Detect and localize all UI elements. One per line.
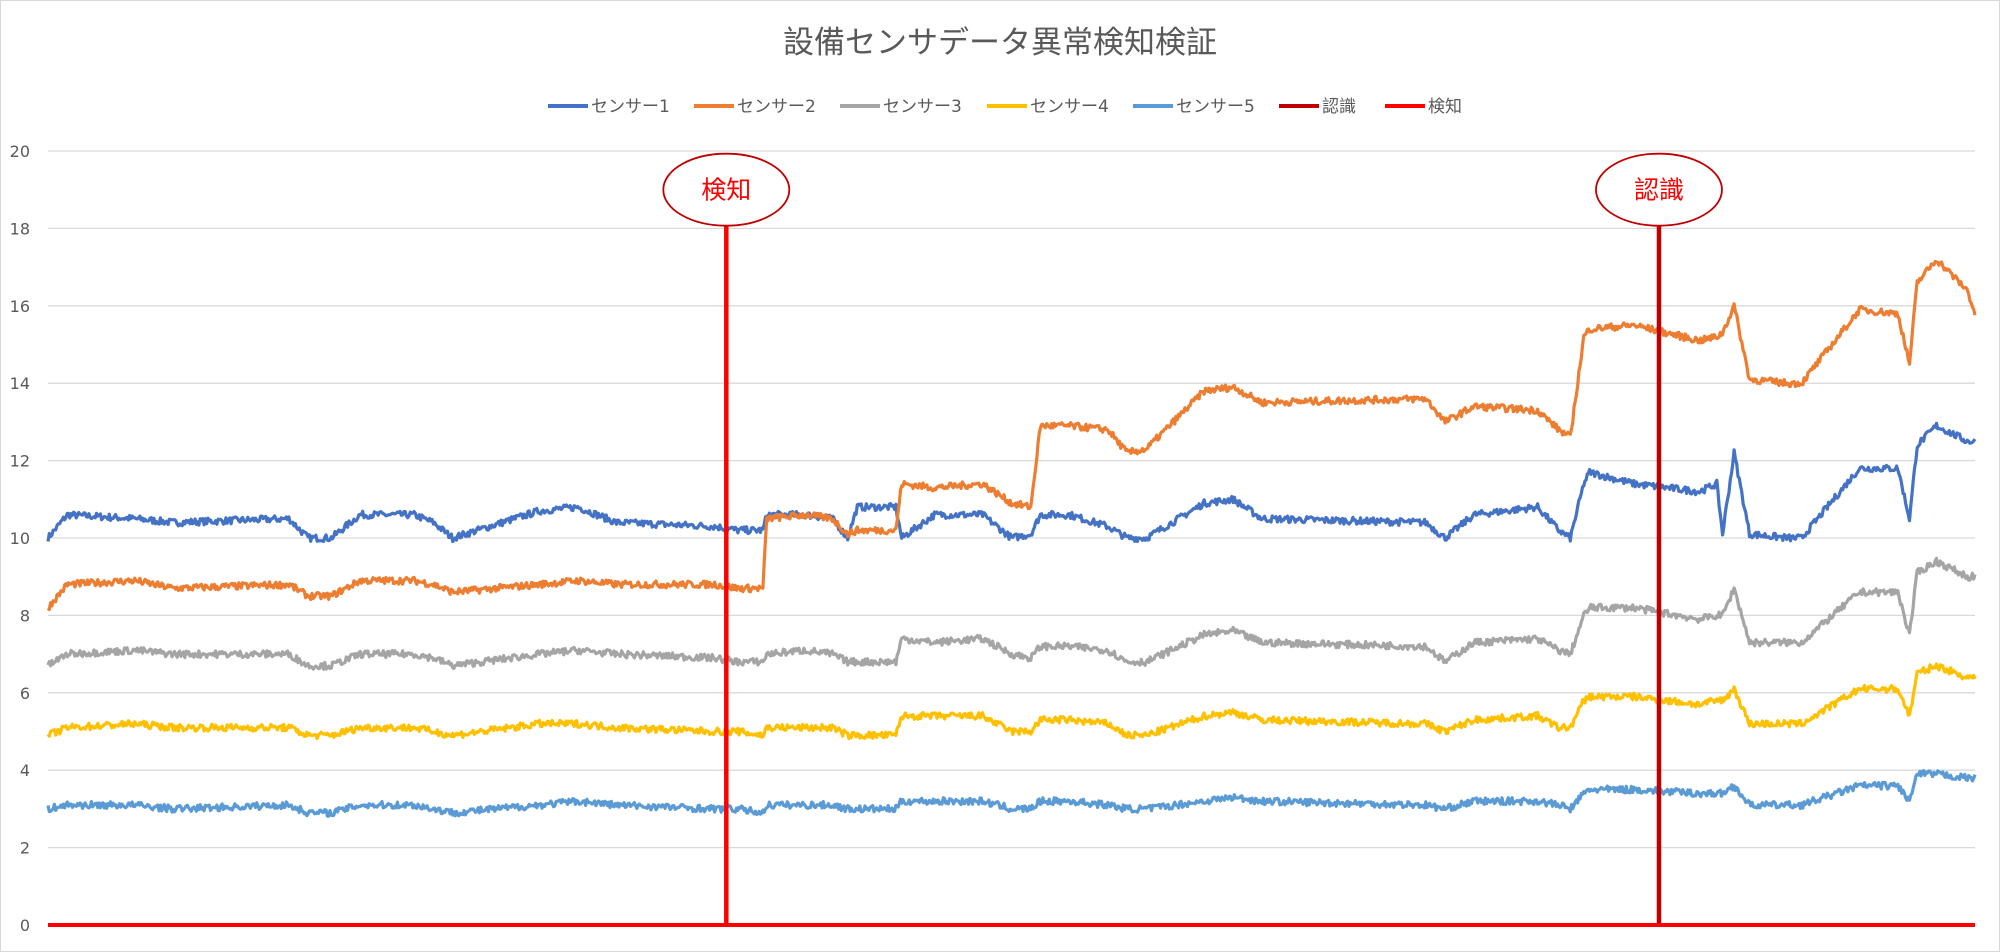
y-tick-label: 6 (20, 684, 30, 703)
legend-label: 認識 (1322, 97, 1356, 117)
legend-label: センサー4 (1030, 97, 1109, 117)
y-tick-label: 8 (20, 606, 30, 625)
series-2 (46, 259, 1977, 612)
y-tick-label: 20 (10, 142, 30, 161)
series-5 (46, 769, 1977, 818)
legend-label: センサー3 (883, 97, 962, 117)
callout-label: 認識 (1634, 176, 1684, 205)
y-tick-label: 2 (20, 839, 30, 858)
series-3 (46, 556, 1977, 671)
series-line (46, 662, 1977, 741)
y-tick-label: 10 (10, 529, 30, 548)
y-tick-label: 4 (20, 761, 30, 780)
series-line (46, 421, 1977, 544)
legend-label: センサー5 (1176, 97, 1255, 117)
callout-ellipse (1595, 152, 1723, 227)
series-lines (46, 220, 1977, 927)
series-line (46, 556, 1977, 671)
chart-title: 設備センサデータ異常検知検証 (783, 25, 1217, 61)
callout-label: 検知 (701, 176, 751, 205)
y-tick-label: 14 (10, 374, 30, 393)
annotation-callout: 認識 (1595, 152, 1723, 227)
series-1 (46, 421, 1977, 544)
y-tick-label: 0 (20, 916, 30, 935)
y-tick-label: 12 (10, 452, 30, 471)
series-line (46, 769, 1977, 818)
series-7 (48, 220, 1975, 927)
legend-label: センサー2 (737, 97, 816, 117)
legend-label: センサー1 (591, 97, 670, 117)
series-4 (46, 662, 1977, 741)
legend: センサー1 センサー2 センサー3 センサー4 センサー5 認識 検知 (548, 97, 1462, 117)
annotations: 検知 認識 (662, 152, 1723, 227)
annotation-callout: 検知 (662, 152, 791, 227)
y-tick-label: 18 (10, 219, 30, 238)
callout-ellipse (662, 152, 791, 227)
y-axis-tick-labels: 0 2 4 6 8 10 12 14 16 18 20 (10, 142, 30, 935)
legend-label: 検知 (1428, 97, 1462, 117)
series-line (46, 259, 1977, 612)
y-tick-label: 16 (10, 297, 30, 316)
